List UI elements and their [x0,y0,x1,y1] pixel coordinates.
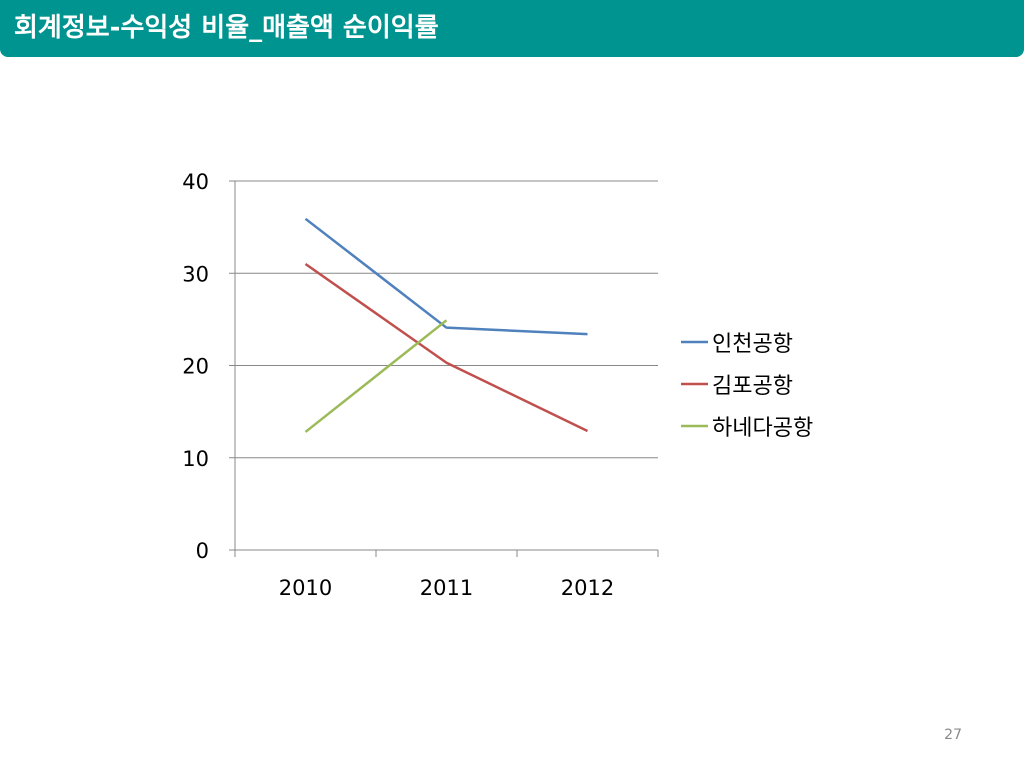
x-tick-label: 2010 [279,576,332,600]
x-tick-labels: 2010 2011 2012 [279,576,614,600]
axes [229,180,659,557]
y-tick-label: 30 [182,262,209,286]
series-line-2 [304,319,448,433]
x-tick-label: 2012 [561,576,614,600]
y-tick-labels: 0 10 20 30 40 [182,170,209,563]
y-tick-label: 20 [182,355,209,379]
y-tick-label: 10 [182,447,209,471]
series-line-0 [304,217,588,336]
page-number: 27 [944,727,962,743]
y-tick-label: 40 [182,170,209,194]
title-bar: 회계정보-수익성 비율_매출액 순이익률 [0,0,1024,57]
series-lines [304,217,589,433]
y-tick-label: 0 [196,539,209,563]
legend-label-1: 김포공항 [712,374,793,399]
slide-title: 회계정보-수익성 비율_매출액 순이익률 [14,13,439,43]
legend-label-2: 하네다공항 [712,416,813,441]
series-line-1 [304,263,589,433]
legend-label-0: 인천공항 [712,332,793,357]
x-tick-label: 2011 [420,576,473,600]
gridlines [235,180,658,459]
